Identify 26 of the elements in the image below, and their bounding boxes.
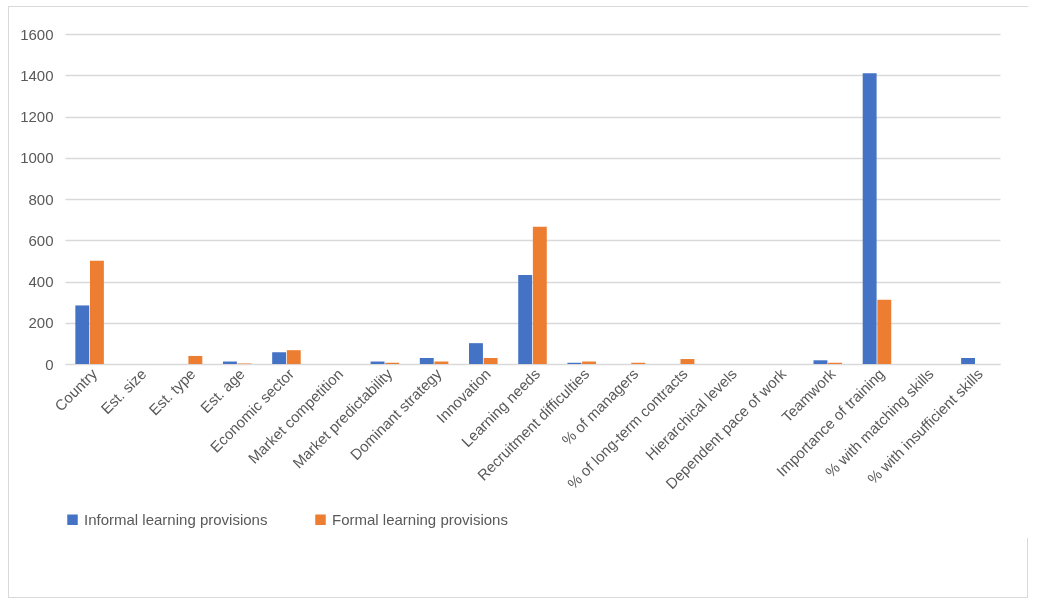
bar [862,73,877,364]
legend-label: Informal learning provisions [84,510,268,528]
bar [680,359,695,364]
y-tick-label: 800 [28,190,54,208]
bar [75,305,90,364]
bar [483,358,498,364]
bar [89,260,104,364]
legend-label: Formal learning provisions [332,510,508,528]
bar [419,358,434,364]
bar [518,275,533,364]
bar [532,226,547,364]
y-tick-label: 400 [28,273,54,290]
y-tick-label: 1400 [20,66,54,84]
bar [188,355,203,364]
y-tick-label: 1600 [20,25,54,43]
y-tick-label: 200 [28,314,54,332]
bar [286,350,301,364]
bar [961,358,976,364]
bar [877,299,892,364]
bar [813,360,828,364]
bar [272,352,287,364]
y-tick-label: 0 [45,355,54,373]
y-tick-label: 600 [28,231,54,249]
bar [469,343,483,364]
y-tick-label: 1200 [20,108,54,125]
y-tick-label: 1000 [20,149,54,167]
